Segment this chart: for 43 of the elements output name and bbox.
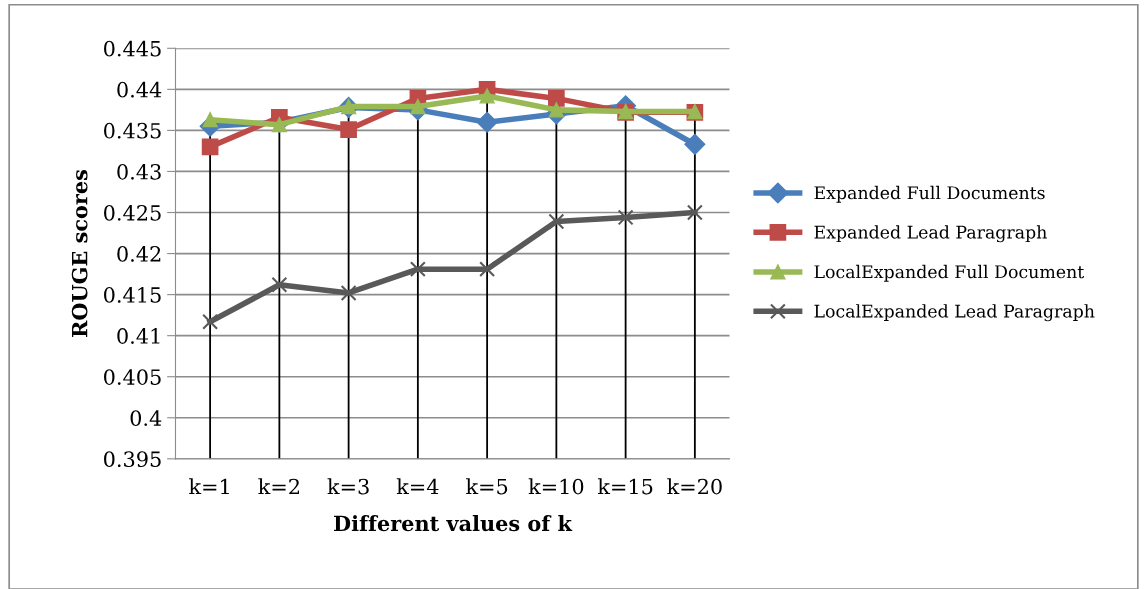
y-tick-label: 0.43 bbox=[117, 163, 161, 180]
point bbox=[548, 213, 565, 230]
x-tick-label: k=1 bbox=[189, 478, 229, 495]
y-tick-label: 0.435 bbox=[104, 122, 161, 139]
point bbox=[271, 276, 288, 293]
point bbox=[410, 98, 426, 115]
y-tick-label: 0.41 bbox=[117, 328, 160, 344]
point bbox=[201, 138, 219, 156]
x-tick-label: k=4 bbox=[396, 478, 439, 495]
x-tick-label: k=10 bbox=[528, 478, 584, 495]
legend-label: Expanded Full Documents bbox=[814, 185, 1045, 203]
point bbox=[202, 313, 219, 330]
y-axis-title: ROUGE scores bbox=[71, 170, 88, 337]
point bbox=[340, 284, 357, 301]
x-tick-label: k=3 bbox=[327, 478, 369, 495]
legend-label: LocalExpanded Full Document bbox=[814, 264, 1085, 282]
y-tick-label: 0.42 bbox=[117, 246, 161, 262]
legend-label: LocalExpanded Lead Paragraph bbox=[814, 304, 1095, 322]
y-tick-label: 0.425 bbox=[104, 204, 161, 221]
point bbox=[271, 117, 288, 133]
point bbox=[686, 204, 703, 221]
y-tick-label: 0.445 bbox=[104, 40, 161, 57]
x-tick-label: k=2 bbox=[258, 478, 299, 495]
x-tick-label: k=15 bbox=[597, 478, 653, 495]
y-tick-label: 0.415 bbox=[104, 287, 161, 303]
point bbox=[617, 209, 634, 226]
point bbox=[548, 90, 565, 107]
x-tick-label: k=5 bbox=[466, 478, 508, 495]
point bbox=[476, 111, 498, 133]
legend-label: Expanded Lead Paragraph bbox=[814, 225, 1047, 243]
y-tick-label: 0.44 bbox=[117, 81, 162, 98]
point bbox=[479, 261, 496, 278]
y-tick-label: 0.405 bbox=[104, 369, 161, 385]
point bbox=[684, 133, 706, 155]
point bbox=[548, 102, 565, 118]
x-axis-title: Different values of k bbox=[334, 515, 573, 532]
y-tick-label: 0.4 bbox=[130, 410, 162, 426]
x-tick-label: k=20 bbox=[667, 478, 722, 495]
point bbox=[202, 112, 218, 128]
point bbox=[479, 88, 495, 104]
y-tick-label: 0.395 bbox=[104, 451, 161, 468]
point bbox=[340, 121, 357, 138]
point bbox=[409, 261, 426, 278]
